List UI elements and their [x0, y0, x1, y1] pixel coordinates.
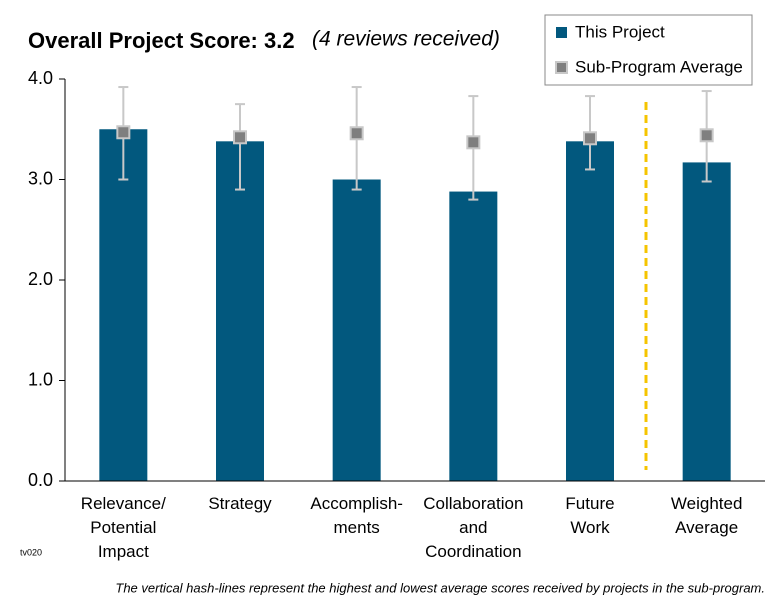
average-marker [233, 130, 247, 145]
x-tick-label: Weighted Average [670, 494, 743, 537]
average-marker [466, 135, 481, 150]
x-tick-label: Collaboration and Coordination [423, 494, 524, 561]
code-label: tv020 [20, 547, 42, 557]
bar [99, 129, 148, 481]
y-tick-label: 0.0 [28, 470, 53, 490]
chart-title: Overall Project Score: 3.2 [28, 28, 295, 53]
x-tick-label: Relevance/ Potential Impact [80, 494, 166, 561]
bar [566, 141, 614, 481]
legend-box [544, 14, 753, 86]
y-tick-label: 4.0 [28, 68, 53, 88]
legend-swatch [555, 61, 568, 74]
footnote: The vertical hash-lines represent the hi… [115, 580, 765, 595]
x-tick-label: Accomplish- ments [310, 494, 403, 537]
legend-label: This Project [575, 22, 665, 41]
bar [449, 191, 498, 481]
bar [332, 179, 381, 481]
chart-subtitle: (4 reviews received) [312, 28, 500, 51]
x-tick-label: Future Work [565, 494, 615, 537]
average-marker [116, 125, 131, 140]
x-tick-label: Strategy [208, 494, 272, 513]
average-marker [699, 128, 714, 143]
legend-label: Sub-Program Average [575, 57, 743, 76]
y-tick-label: 1.0 [28, 369, 53, 389]
average-marker [583, 131, 597, 146]
range-bar [235, 103, 245, 191]
bar [682, 162, 731, 482]
y-tick-label: 2.0 [28, 269, 53, 289]
y-tick-label: 3.0 [28, 168, 53, 188]
average-marker [349, 126, 364, 141]
bar [216, 141, 264, 481]
legend-swatch [556, 27, 567, 38]
